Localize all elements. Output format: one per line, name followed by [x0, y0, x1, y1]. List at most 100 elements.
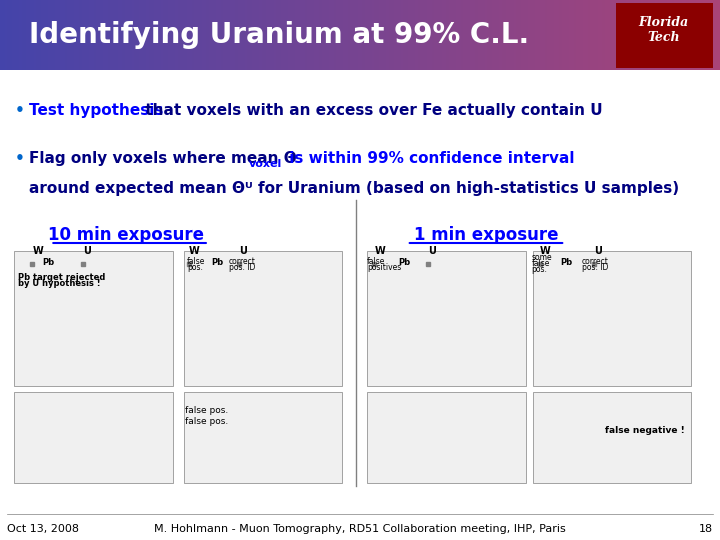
Text: U: U [594, 246, 602, 256]
Bar [310, 0, 312, 70]
Bar [463, 0, 466, 70]
Bar [221, 0, 223, 70]
Text: false: false [531, 259, 550, 268]
FancyBboxPatch shape [184, 251, 342, 386]
Bar [607, 0, 610, 70]
Bar [461, 0, 463, 70]
Bar [276, 0, 279, 70]
Bar [415, 0, 418, 70]
Bar [290, 0, 293, 70]
Bar [715, 0, 718, 70]
Bar [554, 0, 557, 70]
Bar [312, 0, 315, 70]
Bar [569, 0, 571, 70]
Bar [593, 0, 595, 70]
Text: pos.: pos. [187, 263, 203, 272]
Bar [132, 0, 135, 70]
Bar [662, 0, 665, 70]
Bar [166, 0, 168, 70]
Bar [480, 0, 482, 70]
Bar [401, 0, 403, 70]
Bar [430, 0, 432, 70]
Bar [706, 0, 708, 70]
Bar [120, 0, 122, 70]
Bar [485, 0, 487, 70]
Bar [511, 0, 513, 70]
Bar [338, 0, 341, 70]
Text: W: W [189, 246, 199, 256]
Bar [557, 0, 559, 70]
Bar [708, 0, 711, 70]
Bar [223, 0, 225, 70]
Bar [384, 0, 387, 70]
Bar [672, 0, 675, 70]
Bar [55, 0, 58, 70]
Bar [243, 0, 245, 70]
Bar [405, 0, 408, 70]
Bar [410, 0, 413, 70]
Bar [667, 0, 670, 70]
Bar [686, 0, 689, 70]
Text: pos.: pos. [531, 265, 547, 274]
Bar [142, 0, 144, 70]
Bar [626, 0, 629, 70]
Bar [329, 0, 331, 70]
Bar [65, 0, 67, 70]
Text: Florida
Tech: Florida Tech [639, 16, 689, 44]
Bar [456, 0, 459, 70]
Bar [259, 0, 261, 70]
Bar [274, 0, 276, 70]
Bar [228, 0, 230, 70]
Bar [387, 0, 389, 70]
Bar [199, 0, 202, 70]
Bar [180, 0, 182, 70]
Bar [513, 0, 516, 70]
Bar [189, 0, 192, 70]
Bar [603, 0, 605, 70]
FancyBboxPatch shape [14, 392, 173, 483]
Bar [444, 0, 446, 70]
Bar [216, 0, 218, 70]
Bar [29, 0, 31, 70]
Bar [264, 0, 266, 70]
Bar [204, 0, 207, 70]
Bar [194, 0, 197, 70]
Text: that voxels with an excess over Fe actually contain U: that voxels with an excess over Fe actua… [140, 103, 603, 118]
Bar [506, 0, 509, 70]
Text: some: some [531, 253, 552, 262]
Bar [146, 0, 149, 70]
Bar [48, 0, 50, 70]
Bar [302, 0, 305, 70]
Bar [240, 0, 243, 70]
Text: U: U [239, 246, 247, 256]
FancyBboxPatch shape [616, 3, 713, 68]
Bar [477, 0, 480, 70]
Bar [516, 0, 518, 70]
Bar [336, 0, 338, 70]
Bar [103, 0, 106, 70]
Bar [713, 0, 715, 70]
Bar [660, 0, 662, 70]
Bar [497, 0, 499, 70]
FancyBboxPatch shape [184, 392, 342, 483]
Text: Pb target rejected: Pb target rejected [18, 273, 105, 282]
Bar [490, 0, 492, 70]
Bar [108, 0, 110, 70]
Bar [351, 0, 353, 70]
Bar [283, 0, 286, 70]
Bar [559, 0, 562, 70]
Text: positives: positives [367, 263, 402, 272]
Bar [130, 0, 132, 70]
Bar [178, 0, 180, 70]
Bar [91, 0, 94, 70]
Bar [362, 0, 365, 70]
Bar [139, 0, 142, 70]
Bar [214, 0, 216, 70]
Bar [379, 0, 382, 70]
Bar [653, 0, 655, 70]
Bar [24, 0, 27, 70]
Bar [99, 0, 101, 70]
Bar [14, 0, 17, 70]
Bar [365, 0, 367, 70]
Bar [576, 0, 578, 70]
